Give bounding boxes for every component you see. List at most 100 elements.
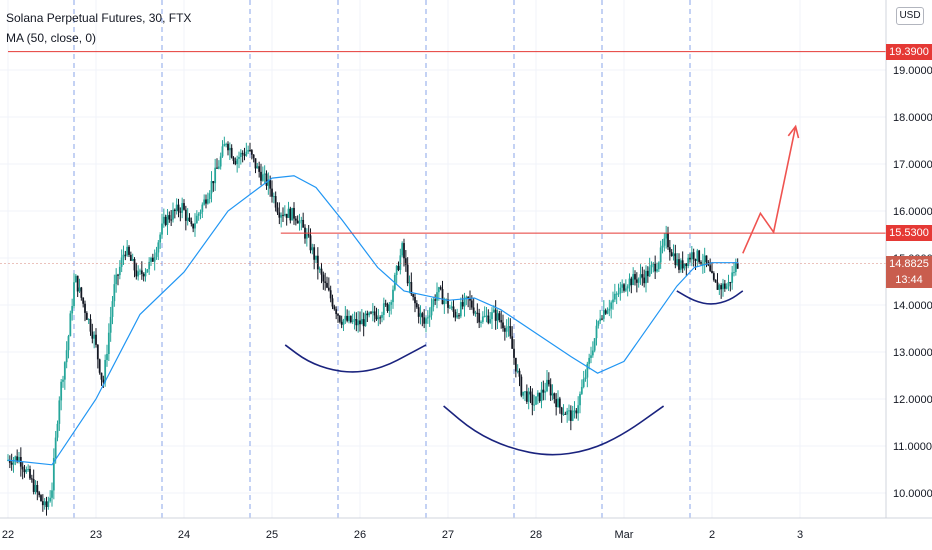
- candle-body: [392, 290, 394, 302]
- candle-body: [636, 280, 638, 283]
- x-tick-label: 3: [797, 529, 803, 541]
- candle-body: [500, 320, 502, 322]
- candle-body: [555, 399, 557, 407]
- x-tick-label: 26: [354, 529, 366, 541]
- candle-body: [71, 306, 73, 313]
- candle-body: [693, 252, 695, 259]
- candle-body: [317, 256, 319, 270]
- candle-body: [69, 313, 71, 336]
- candle-body: [161, 224, 163, 235]
- indicator-label: MA (50, close, 0): [6, 31, 96, 45]
- candle-body: [396, 266, 398, 275]
- candle-body: [588, 358, 590, 364]
- candle-body: [291, 208, 293, 220]
- candle-body: [306, 234, 308, 238]
- candle-body: [652, 264, 654, 265]
- candle-body: [273, 196, 275, 197]
- candle-body: [607, 311, 609, 314]
- candle-body: [25, 469, 27, 472]
- candle-body: [434, 299, 436, 300]
- candle-body: [509, 326, 511, 336]
- candle-body: [44, 501, 46, 505]
- candle-body: [526, 391, 528, 402]
- candle-body: [35, 485, 37, 492]
- y-tick-label: 11.0000: [893, 441, 932, 453]
- candle-body: [658, 262, 660, 269]
- candle-body: [86, 313, 88, 320]
- candle-body: [465, 297, 467, 298]
- candle-body: [403, 243, 405, 258]
- candle-body: [680, 260, 682, 269]
- candle-body: [460, 302, 462, 316]
- candle-body: [231, 148, 233, 158]
- candle-body: [623, 284, 625, 290]
- candle-body: [733, 272, 735, 273]
- candle-body: [337, 314, 339, 316]
- candle-body: [713, 273, 715, 280]
- candle-body: [376, 315, 378, 319]
- candle-body: [172, 210, 174, 220]
- candle-body: [454, 312, 456, 318]
- candle-body: [585, 378, 587, 379]
- candle-body: [234, 161, 236, 164]
- candle-body: [687, 258, 689, 266]
- candle-body: [711, 271, 713, 273]
- x-axis[interactable]: 22 23 24 25 26 27 28 Mar 2 3: [2, 529, 803, 541]
- candle-body: [665, 233, 667, 238]
- x-tick-label: 27: [442, 529, 454, 541]
- candle-body: [497, 313, 499, 321]
- candle-body: [249, 150, 251, 151]
- candle-body: [478, 313, 480, 322]
- candle-body: [420, 313, 422, 317]
- candle-body: [443, 301, 445, 305]
- candle-body: [726, 286, 728, 288]
- candle-body: [596, 326, 598, 338]
- candle-body: [40, 495, 42, 501]
- candle-body: [130, 255, 132, 261]
- candle-body: [621, 284, 623, 287]
- candle-body: [480, 322, 482, 323]
- candle-body: [508, 326, 510, 327]
- candle-body: [429, 315, 431, 317]
- candle-body: [315, 256, 317, 260]
- candle-body: [575, 411, 577, 414]
- candle-body: [513, 349, 515, 358]
- candle-body: [630, 279, 632, 286]
- candle-body: [339, 316, 341, 322]
- candle-body: [154, 257, 156, 262]
- candle-body: [240, 153, 242, 157]
- candle-body: [60, 382, 62, 401]
- candle-body: [137, 271, 139, 276]
- candle-body: [49, 498, 51, 501]
- candle-body: [174, 210, 176, 211]
- x-tick-label: 25: [266, 529, 278, 541]
- candle-body: [354, 319, 356, 321]
- candle-body: [462, 302, 464, 306]
- candle-body: [553, 393, 555, 399]
- candle-body: [46, 501, 48, 507]
- candle-body: [660, 247, 662, 262]
- candle-body: [612, 300, 614, 303]
- candle-body: [90, 319, 92, 331]
- candle-body: [614, 294, 616, 300]
- candle-body: [379, 317, 381, 318]
- candle-body: [256, 166, 258, 168]
- candle-body: [698, 251, 700, 263]
- candle-body: [289, 209, 291, 221]
- candle-body: [165, 217, 167, 225]
- candle-body: [117, 275, 119, 276]
- candle-body: [192, 224, 194, 229]
- currency-button[interactable]: USD: [896, 7, 924, 25]
- candle-body: [539, 393, 541, 401]
- candle-body: [511, 336, 513, 348]
- candle-body: [489, 319, 491, 323]
- candle-body: [517, 371, 519, 372]
- candle-body: [731, 272, 733, 282]
- candle-body: [297, 221, 299, 224]
- candle-body: [203, 199, 205, 204]
- candle-body: [36, 485, 38, 492]
- candle-body: [530, 392, 532, 395]
- candle-body: [357, 320, 359, 325]
- candle-body: [93, 335, 95, 339]
